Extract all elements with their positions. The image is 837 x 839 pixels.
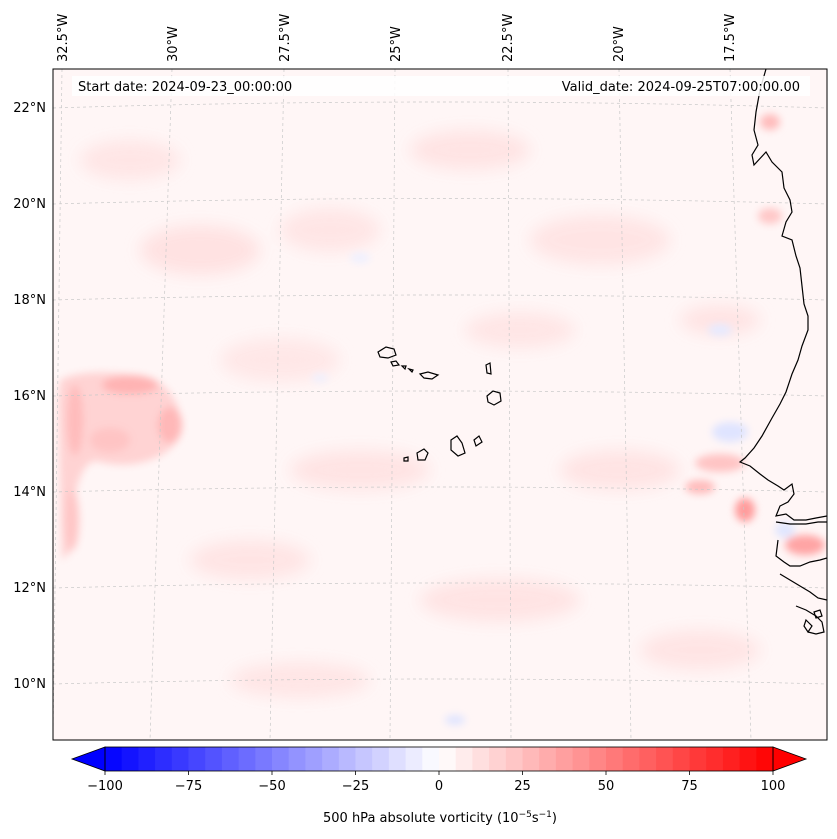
colorbar-tick-label: 0 <box>435 779 443 794</box>
colorbar-step <box>138 747 156 771</box>
longitude-labels: 32.5°W 30°W 27.5°W 25°W 22.5°W 20°W 17.5… <box>56 14 738 62</box>
colorbar-step <box>706 747 724 771</box>
colorbar-tick-label: 100 <box>761 779 786 794</box>
colorbar-step <box>105 747 123 771</box>
lon-label-20w: 20°W <box>612 26 627 62</box>
vorticity-maximum-west <box>58 372 182 560</box>
lat-label-14n: 14°N <box>13 485 46 500</box>
colorbar-step <box>322 747 340 771</box>
lon-label-22-5w: 22.5°W <box>501 14 516 62</box>
lon-label-25w: 25°W <box>389 26 404 62</box>
colorbar-step <box>221 747 240 771</box>
colorbar-max-extension <box>772 746 808 772</box>
colorbar-step <box>439 747 457 771</box>
colorbar-step <box>539 747 557 771</box>
colorbar-step <box>338 747 356 771</box>
colorbar-tick-label: 25 <box>514 779 531 794</box>
colorbar-step <box>722 747 741 771</box>
lat-label-22n: 22°N <box>13 101 46 116</box>
colorbar-step <box>205 747 223 771</box>
lat-label-10n: 10°N <box>13 677 46 692</box>
colorbar-step <box>455 747 473 771</box>
map-frame <box>52 68 828 741</box>
colorbar-step <box>656 747 674 771</box>
map-background <box>53 69 827 740</box>
colorbar-step <box>305 747 323 771</box>
colorbar-step <box>238 747 256 771</box>
colorbar-label: 500 hPa absolute vorticity (10−5s−1) <box>323 810 557 826</box>
colorbar-step <box>255 747 273 771</box>
colorbar-tick-label: 75 <box>681 779 698 794</box>
colorbar-tick-label: −100 <box>87 779 123 794</box>
lon-label-17-5w: 17.5°W <box>723 14 738 62</box>
colorbar-step <box>288 747 306 771</box>
lat-label-18n: 18°N <box>13 293 46 308</box>
colorbar-step <box>622 747 640 771</box>
colorbar-step <box>756 747 774 771</box>
colorbar: −100 −75 −50 −25 0 25 50 75 100 500 hPa absolute… <box>70 746 808 826</box>
colorbar-step <box>372 747 390 771</box>
start-date-label: Start date: 2024-09-23_00:00:00 <box>78 80 292 95</box>
gridlines <box>53 69 827 740</box>
colorbar-step <box>272 747 290 771</box>
lat-label-12n: 12°N <box>13 581 46 596</box>
header-strip <box>72 76 810 96</box>
lat-label-20n: 20°N <box>13 197 46 212</box>
lat-label-16n: 16°N <box>13 389 46 404</box>
vorticity-coastal-features <box>312 114 825 725</box>
map-panel <box>53 69 827 740</box>
colorbar-step <box>572 747 590 771</box>
colorbar-step <box>422 747 440 771</box>
lon-label-32-5w: 32.5°W <box>56 14 71 62</box>
lon-label-30w: 30°W <box>166 26 181 62</box>
colorbar-step <box>672 747 690 771</box>
colorbar-step <box>489 747 507 771</box>
latitude-labels: 22°N 20°N 18°N 16°N 14°N 12°N 10°N <box>13 101 46 692</box>
colorbar-step <box>388 747 407 771</box>
west-africa-coastline <box>738 69 827 635</box>
cabo-verde-islands <box>377 346 502 462</box>
colorbar-step <box>689 747 707 771</box>
colorbar-tick-label: −50 <box>258 779 285 794</box>
valid-date-label: Valid_date: 2024-09-25T07:00:00.00 <box>562 80 800 95</box>
colorbar-step <box>522 747 540 771</box>
colorbar-step <box>739 747 757 771</box>
colorbar-step <box>405 747 423 771</box>
colorbar-tick-label: 50 <box>598 779 615 794</box>
colorbar-step <box>505 747 523 771</box>
colorbar-step <box>171 747 189 771</box>
colorbar-min-extension <box>70 746 106 772</box>
colorbar-tick-label: −75 <box>175 779 202 794</box>
colorbar-ticks: −100 −75 −50 −25 0 25 50 75 100 <box>87 771 785 794</box>
colorbar-step <box>355 747 373 771</box>
colorbar-step <box>555 747 574 771</box>
colorbar-step <box>639 747 657 771</box>
lon-label-27-5w: 27.5°W <box>278 14 293 62</box>
colorbar-step <box>472 747 490 771</box>
colorbar-step <box>121 747 139 771</box>
colorbar-step <box>155 747 173 771</box>
colorbar-step <box>188 747 206 771</box>
colorbar-step <box>589 747 607 771</box>
colorbar-tick-label: −25 <box>342 779 369 794</box>
colorbar-step <box>606 747 624 771</box>
vorticity-field <box>80 130 760 698</box>
colorbar-steps <box>105 747 774 771</box>
